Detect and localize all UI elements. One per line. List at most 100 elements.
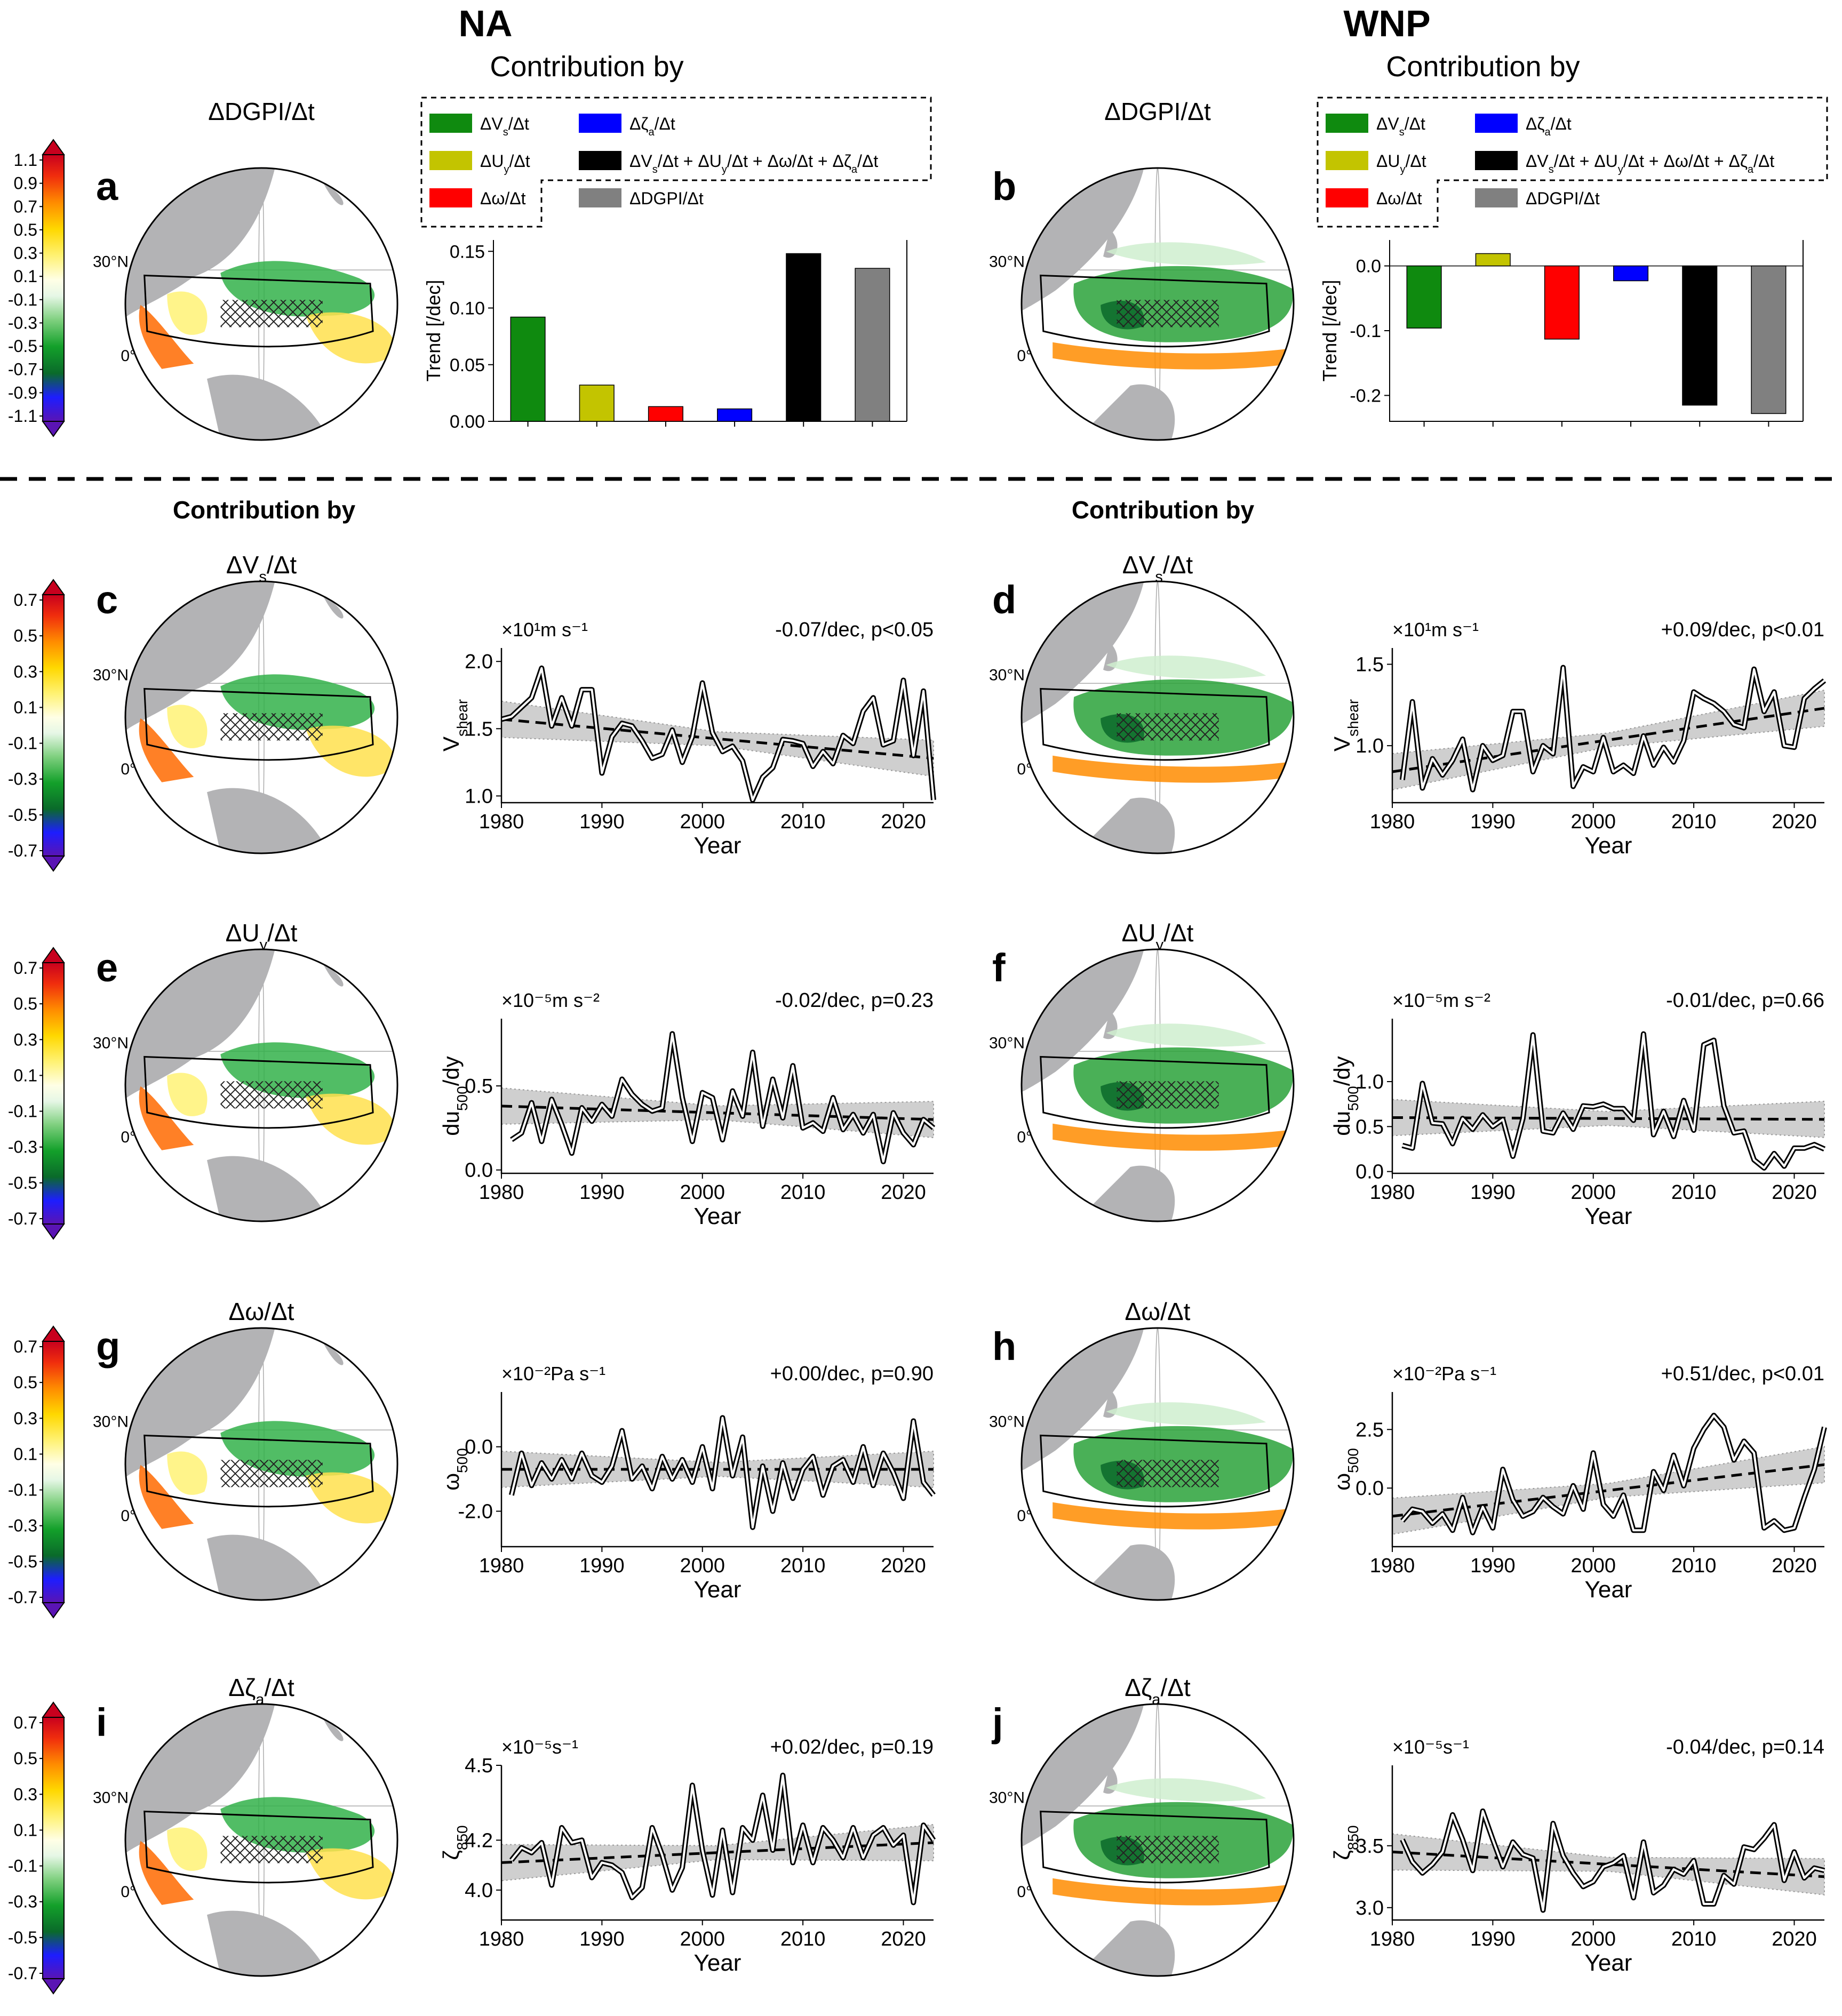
land-greenland bbox=[322, 963, 344, 987]
trend-line bbox=[501, 1105, 934, 1121]
header-wnp: WNP bbox=[1343, 3, 1430, 44]
legend-label: Δω/Δt bbox=[1376, 189, 1422, 208]
x-axis-label: Year bbox=[1585, 1203, 1632, 1229]
x-tick-label: 2010 bbox=[1671, 1928, 1717, 1950]
panel-title: ΔUy/Δt bbox=[226, 919, 298, 954]
anomaly-shading bbox=[1052, 1878, 1294, 1906]
panel-title: Δζa/Δt bbox=[1125, 1674, 1191, 1708]
series-line-inner bbox=[1401, 1414, 1825, 1534]
x-tick-label: 2010 bbox=[780, 1181, 826, 1204]
x-tick-label: 1980 bbox=[1370, 1181, 1415, 1204]
colorbar-tick-label: -0.3 bbox=[8, 313, 37, 332]
colorbar-tick-label: 0.1 bbox=[14, 1820, 37, 1839]
y-axis-label: ζ850 bbox=[1329, 1825, 1361, 1860]
colorbar-max-arrow bbox=[42, 139, 65, 155]
legend-label: ΔVs/Δt bbox=[1376, 114, 1425, 138]
land-south-america bbox=[207, 374, 330, 440]
colorbar-contribution-4: 0.7 0.5 0.3 0.1 -0.1 -0.3 -0.5 -0.7 bbox=[8, 1701, 65, 1995]
colorbar-tick-label: -0.3 bbox=[8, 1138, 37, 1157]
panel-b-map: b ΔDGPI/Δt 30°N 0° bbox=[989, 98, 1295, 441]
land-australia bbox=[1076, 1544, 1175, 1600]
significance-hatching bbox=[1117, 1836, 1219, 1863]
region-box bbox=[143, 1810, 374, 1884]
anomaly-shading bbox=[1052, 1123, 1294, 1151]
colorbar-tick-label: 0.5 bbox=[14, 994, 37, 1013]
unit-label: ×10⁻⁵s⁻¹ bbox=[1392, 1736, 1469, 1758]
panel-b-bar-chart: 0.0 -0.1 -0.2 Trend [/dec] bbox=[1319, 240, 1804, 427]
significance-hatching bbox=[220, 1836, 323, 1863]
x-tick-label: 2020 bbox=[881, 1555, 926, 1577]
lat-label-30n: 30°N bbox=[93, 1413, 129, 1430]
lat-label-30n: 30°N bbox=[989, 1413, 1025, 1430]
contribution-by-label-wnp: Contribution by bbox=[1072, 496, 1255, 524]
x-axis-label: Year bbox=[1585, 833, 1632, 859]
panel-title: ΔVs/Δt bbox=[1122, 551, 1193, 586]
panel-letter: d bbox=[992, 578, 1016, 622]
legend-label: ΔVs/Δt + ΔUy/Δt + Δω/Δt + Δζa/Δt bbox=[1526, 151, 1774, 175]
globe-outline bbox=[124, 580, 398, 854]
bar-4 bbox=[786, 253, 822, 422]
globe-outline bbox=[124, 1327, 398, 1601]
legend-swatch bbox=[429, 151, 472, 170]
panel-title: Δζa/Δt bbox=[228, 1674, 294, 1708]
x-tick-label: 1980 bbox=[479, 1181, 524, 1204]
colorbar-tick-label: -0.1 bbox=[8, 734, 37, 753]
x-tick-label: 1990 bbox=[1470, 1928, 1516, 1950]
x-tick-label: 2010 bbox=[1671, 1181, 1717, 1204]
legend-swatch bbox=[1475, 114, 1518, 133]
significance-hatching bbox=[1117, 300, 1219, 327]
series-line-inner bbox=[1401, 666, 1825, 791]
anomaly-shading bbox=[139, 1841, 194, 1905]
panel-f-map: f ΔUy/Δt 30°N 0° bbox=[989, 919, 1295, 1222]
x-tick-label: 2020 bbox=[1772, 1555, 1817, 1577]
y-tick-label: -0.2 bbox=[1350, 386, 1381, 406]
colorbar-tick-label: 0.5 bbox=[14, 1373, 37, 1392]
panel-title: ΔDGPI/Δt bbox=[1104, 98, 1211, 125]
region-box bbox=[1040, 1434, 1270, 1508]
colorbar-tick-label: 0.5 bbox=[14, 626, 37, 645]
legend-swatch bbox=[429, 188, 472, 207]
region-box bbox=[143, 274, 374, 348]
colorbar-tick-label: -0.1 bbox=[8, 290, 37, 309]
lat-label-30n: 30°N bbox=[989, 1789, 1025, 1806]
panel-d-map: d ΔVs/Δt 30°N 0° bbox=[989, 551, 1295, 854]
region-box bbox=[1040, 1055, 1270, 1129]
legend-label: ΔVs/Δt bbox=[480, 114, 529, 138]
panel-letter: b bbox=[992, 164, 1016, 209]
colorbar-tick-label: 0.7 bbox=[14, 958, 37, 978]
colorbar-tick-label: -0.7 bbox=[8, 360, 37, 379]
land-south-america bbox=[207, 1534, 330, 1600]
globe-outline bbox=[1020, 948, 1295, 1222]
series-line-inner bbox=[510, 1417, 935, 1529]
land-south-america bbox=[207, 1910, 330, 1976]
x-tick-label: 1990 bbox=[579, 811, 625, 833]
anomaly-shading bbox=[167, 1827, 208, 1871]
region-box bbox=[143, 1055, 374, 1129]
y-tick-label: 0.0 bbox=[1355, 1477, 1384, 1500]
land-australia bbox=[1076, 384, 1175, 440]
panel-i-line-chart: 1980 1990 2000 2010 2020 4.0 4.2 4.5 Year ζ850 ×10… bbox=[438, 1736, 936, 1976]
x-tick-label: 2010 bbox=[1671, 1555, 1717, 1577]
y-tick-label: 3.0 bbox=[1355, 1897, 1384, 1919]
legend-label: Δζa/Δt bbox=[629, 114, 675, 138]
panel-title: ΔVs/Δt bbox=[226, 551, 297, 586]
colorbar-tick-label: -0.1 bbox=[8, 1857, 37, 1876]
legend-label: ΔDGPI/Δt bbox=[629, 189, 704, 208]
y-tick-label: 4.5 bbox=[465, 1755, 493, 1777]
panel-a-bar-chart: 0.00 0.05 0.10 0.15 Trend [/dec] bbox=[422, 240, 907, 432]
bar-1 bbox=[1475, 253, 1511, 267]
colorbar-tick-label: 0.3 bbox=[14, 662, 37, 681]
significance-hatching bbox=[220, 1460, 323, 1487]
land-greenland bbox=[322, 1717, 344, 1741]
land-greenland bbox=[322, 181, 344, 205]
lat-label-eq: 0° bbox=[121, 347, 136, 365]
anomaly-shading bbox=[1052, 755, 1294, 783]
y-tick-label: 0.5 bbox=[465, 1075, 493, 1098]
legend-swatch bbox=[1326, 151, 1368, 170]
trend-annotation: -0.01/dec, p=0.66 bbox=[1666, 989, 1824, 1012]
x-tick-label: 1990 bbox=[579, 1555, 625, 1577]
bar-axes bbox=[493, 240, 907, 422]
y-tick-label: 0.0 bbox=[465, 1159, 493, 1182]
legend-swatch bbox=[579, 114, 621, 133]
region-box bbox=[143, 687, 374, 761]
